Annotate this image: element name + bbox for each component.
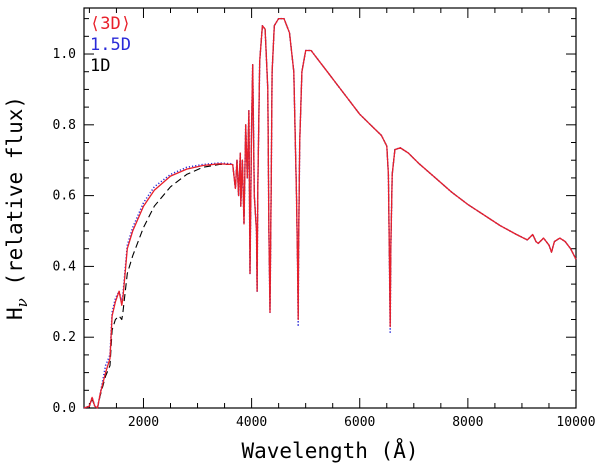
- y-tick-label: 0.0: [53, 401, 76, 416]
- series-group: [83, 17, 577, 409]
- x-tick-label: 6000: [344, 415, 375, 430]
- y-axis-title-suffix: (relative flux): [3, 96, 27, 298]
- axis-ticks: [84, 8, 577, 409]
- y-axis-title-main: H: [3, 307, 27, 320]
- y-tick-label: 0.6: [53, 189, 76, 204]
- legend-entry: ⟨3D⟩: [90, 14, 131, 34]
- y-tick-label: 1.0: [53, 47, 76, 62]
- y-tick-label: 0.8: [53, 118, 76, 133]
- legend-entry: 1.5D: [90, 35, 131, 55]
- legend-entry: 1D: [90, 56, 110, 76]
- x-tick-label: 8000: [452, 415, 483, 430]
- y-tick-label: 0.2: [53, 330, 76, 345]
- series-line-3d: [83, 17, 577, 409]
- x-tick-label: 2000: [128, 415, 159, 430]
- plot-frame: [83, 7, 577, 409]
- series-line-1-5d: [83, 17, 577, 409]
- x-tick-label: 4000: [236, 415, 267, 430]
- x-tick-label: 10000: [556, 415, 595, 430]
- x-axis-title: Wavelength (Å): [241, 437, 418, 463]
- y-axis-title: Hν (relative flux): [3, 96, 31, 320]
- y-axis-title-subscript: ν: [13, 298, 31, 307]
- tick-labels: 2000 4000 6000 8000 10000 0.0 0.2 0.4 0.6 0.8 1.0: [53, 47, 596, 430]
- y-tick-label: 0.4: [53, 259, 77, 274]
- series-line-1d: [83, 18, 577, 409]
